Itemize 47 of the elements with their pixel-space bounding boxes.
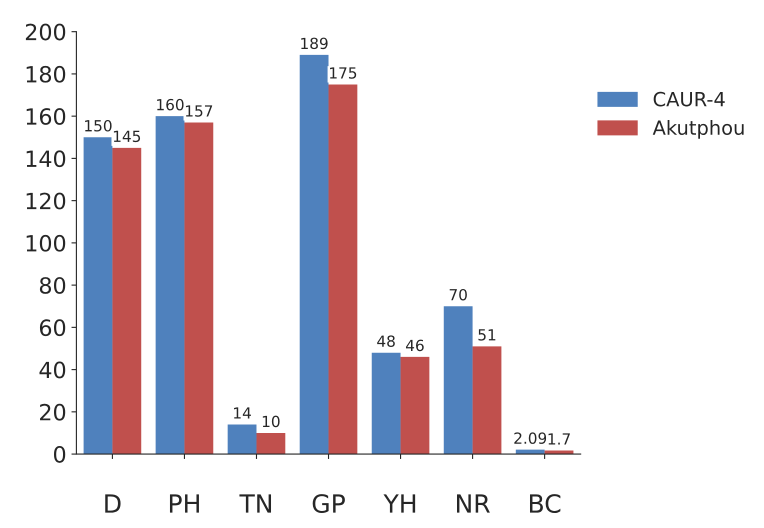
x-tick-label: YH bbox=[383, 494, 416, 513]
y-tick-label: 20 bbox=[40, 404, 66, 421]
y-tick-label: 100 bbox=[26, 234, 66, 252]
data-label: 70 bbox=[450, 288, 467, 300]
bar bbox=[112, 148, 142, 454]
bar bbox=[156, 116, 184, 454]
data-label: 189 bbox=[301, 38, 328, 50]
data-label: 160 bbox=[157, 98, 184, 110]
data-label: 157 bbox=[186, 105, 212, 117]
y-tick-label: 180 bbox=[26, 66, 66, 83]
bar bbox=[228, 424, 256, 454]
x-tick-label: GP bbox=[312, 494, 345, 514]
legend-label: CAUR-4 bbox=[654, 92, 725, 106]
bar bbox=[256, 432, 286, 454]
y-tick-label: 120 bbox=[26, 192, 66, 210]
y-tick-label: 80 bbox=[40, 277, 66, 294]
data-label: 1.7 bbox=[548, 433, 570, 445]
legend-label: Akutphou bbox=[652, 120, 744, 139]
data-label: 46 bbox=[406, 340, 424, 352]
data-label: 14 bbox=[234, 407, 251, 419]
bar bbox=[84, 137, 112, 454]
x-tick-label: TN bbox=[239, 494, 272, 513]
y-tick-label: 60 bbox=[40, 319, 66, 336]
y-tick-label: 140 bbox=[26, 150, 66, 168]
x-tick-label: D bbox=[105, 494, 121, 513]
bar bbox=[328, 84, 358, 454]
bar bbox=[184, 122, 214, 454]
x-tick-label: BC bbox=[530, 494, 560, 514]
x-tick-label: PH bbox=[170, 494, 199, 513]
bar bbox=[472, 346, 502, 454]
y-tick-label: 160 bbox=[26, 108, 66, 125]
bar bbox=[444, 306, 473, 454]
y-tick-label: 200 bbox=[26, 24, 66, 40]
y-tick-label: 40 bbox=[39, 362, 66, 378]
data-label: 51 bbox=[478, 329, 496, 341]
data-label: 150 bbox=[85, 120, 112, 132]
bar bbox=[372, 352, 401, 454]
bar bbox=[516, 450, 545, 454]
data-label: 2.09 bbox=[514, 432, 546, 444]
y-tick-label: 0 bbox=[54, 446, 66, 463]
data-label: 10 bbox=[262, 416, 280, 428]
bar bbox=[400, 356, 430, 454]
bar bbox=[300, 54, 329, 454]
data-label: 48 bbox=[377, 335, 395, 347]
data-label: 175 bbox=[330, 67, 356, 79]
x-tick-label: NR bbox=[457, 494, 490, 513]
data-label: 145 bbox=[114, 130, 140, 142]
